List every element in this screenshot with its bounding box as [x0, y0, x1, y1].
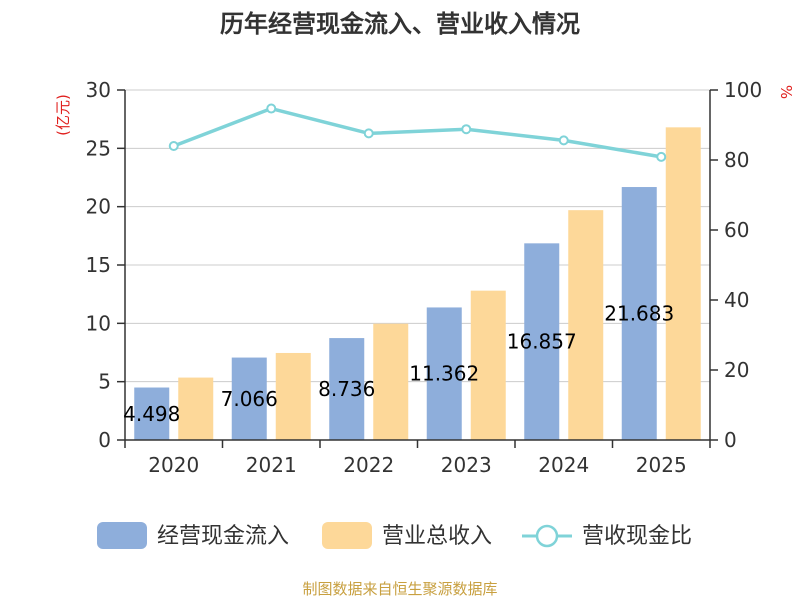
- ratio-point: [558, 135, 569, 146]
- bars: [134, 127, 701, 440]
- ratio-point: [168, 141, 179, 151]
- bar-cash-inflow: [426, 307, 462, 440]
- bar-revenue: [568, 210, 604, 440]
- left-axis-tick-label: 15: [86, 253, 111, 277]
- legend-label-revenue: 营业总收入: [382, 524, 492, 549]
- legend-label-cash-inflow: 经营现金流入: [157, 524, 289, 549]
- left-axis-unit: (亿元): [54, 94, 72, 136]
- data-label-cash-inflow: 16.857: [507, 330, 577, 354]
- bar-revenue: [470, 290, 506, 440]
- legend: 经营现金流入 营业总收入 营收现金比: [97, 522, 692, 549]
- legend-label-ratio: 营收现金比: [582, 524, 692, 549]
- right-axis-unit: %: [777, 85, 795, 99]
- bar-revenue: [178, 377, 214, 440]
- ratio-point: [266, 103, 277, 114]
- left-axis-tick-label: 0: [98, 428, 111, 452]
- ratio-point: [461, 124, 472, 135]
- right-axis-tick-label: 40: [724, 288, 749, 312]
- x-axis-tick-label: 2021: [246, 453, 297, 477]
- bar-revenue: [275, 352, 311, 440]
- left-axis-tick-label: 20: [86, 195, 111, 219]
- right-axis-tick-label: 60: [724, 218, 749, 242]
- legend-marker-ratio: [535, 524, 559, 548]
- bar-revenue: [373, 323, 409, 440]
- ratio-series-line: [173, 106, 662, 159]
- right-axis-tick-label: 100: [724, 78, 762, 102]
- data-label-cash-inflow: 8.736: [318, 377, 375, 401]
- data-label-cash-inflow: 4.498: [123, 402, 180, 426]
- legend-swatch-revenue: [322, 522, 372, 549]
- ratio-point: [363, 128, 374, 139]
- x-axis-tick-label: 2023: [441, 453, 492, 477]
- bar-cash-inflow: [621, 187, 657, 440]
- chart-title: 历年经营现金流入、营业收入情况: [220, 10, 580, 38]
- bar-revenue: [665, 127, 701, 440]
- bar-cash-inflow: [134, 387, 170, 440]
- bar-cash-inflow: [524, 243, 560, 440]
- x-axis-tick-label: 2022: [343, 453, 394, 477]
- x-axis-tick-label: 2024: [538, 453, 589, 477]
- right-axis-tick-label: 80: [724, 148, 749, 172]
- left-axis-tick-label: 10: [86, 311, 111, 335]
- legend-swatch-cash-inflow: [97, 522, 147, 549]
- left-axis-tick-label: 30: [86, 78, 111, 102]
- ratio-line: [168, 103, 667, 162]
- right-axis-tick-label: 20: [724, 358, 749, 382]
- bar-cash-inflow: [329, 338, 365, 440]
- x-axis-tick-label: 2020: [148, 453, 199, 477]
- left-axis-tick-label: 25: [86, 136, 111, 160]
- x-axis-tick-label: 2025: [636, 453, 687, 477]
- data-label-cash-inflow: 11.362: [409, 362, 479, 386]
- bar-cash-inflow: [231, 357, 267, 440]
- left-axis-tick-label: 5: [98, 370, 111, 394]
- ratio-point: [656, 151, 667, 162]
- gridlines: [125, 89, 710, 383]
- right-axis-tick-label: 0: [724, 428, 737, 452]
- source-note: 制图数据来自恒生聚源数据库: [302, 580, 497, 598]
- data-labels: 4.498 7.066 8.736 11.362 16.857 21.683: [123, 302, 674, 426]
- data-label-cash-inflow: 21.683: [604, 302, 674, 326]
- data-label-cash-inflow: 7.066: [221, 387, 278, 411]
